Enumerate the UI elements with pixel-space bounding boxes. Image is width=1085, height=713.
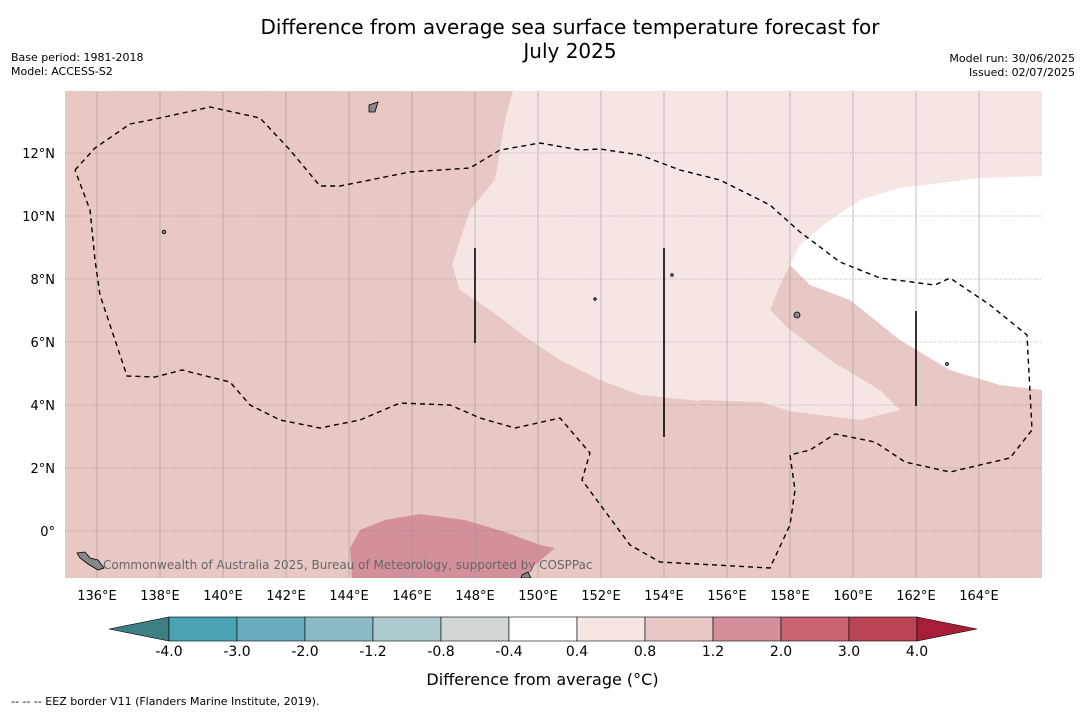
meta-right: Model run: 30/06/2025 Issued: 02/07/2025 [949, 52, 1075, 80]
colorbar-bin [712, 616, 782, 642]
lat-label: 0° [40, 525, 55, 540]
lon-tick-labels: 136°E 138°E 140°E 142°E 144°E 146°E 148°E 150°E… [77, 589, 999, 604]
eez-border-west [74, 106, 1033, 569]
lon-label: 162°E [896, 589, 936, 604]
meta-left: Base period: 1981-2018 Model: ACCESS-S2 [11, 51, 143, 79]
lat-label: 4°N [31, 399, 56, 414]
title-line-1: Difference from average sea surface temp… [260, 15, 880, 39]
colorbar-tick-label: -2.0 [291, 644, 319, 660]
boundary-markers [474, 248, 917, 437]
lat-label: 8°N [31, 273, 56, 288]
colorbar-bin [644, 616, 714, 642]
colorbar-tick-label: -3.0 [223, 644, 251, 660]
colorbar-title: Difference from average (°C) [426, 670, 659, 689]
copyright-text: Commonwealth of Australia 2025, Bureau o… [103, 558, 593, 572]
lon-gridlines [96, 91, 980, 578]
lon-label: 138°E [140, 589, 180, 604]
colorbar-tick-label: -1.2 [359, 644, 387, 660]
colorbar-tick-label: 0.8 [633, 644, 657, 660]
anomaly-region-mid [620, 400, 858, 578]
title-line-2: July 2025 [523, 39, 617, 63]
lon-label: 144°E [329, 589, 369, 604]
lat-label: 10°N [22, 210, 55, 225]
base-period: Base period: 1981-2018 [11, 51, 144, 64]
lon-label: 158°E [770, 589, 810, 604]
model-run: Model run: 30/06/2025 [949, 52, 1075, 65]
model-name: Model: ACCESS-S2 [11, 65, 113, 78]
colorbar-tick-label: 3.0 [837, 644, 861, 660]
lat-label: 6°N [31, 336, 56, 351]
colorbar-tick-label: -0.8 [427, 644, 455, 660]
lon-label: 150°E [518, 589, 558, 604]
colorbar-bin [168, 616, 238, 642]
colorbar-bin [848, 616, 918, 642]
lat-gridlines [65, 152, 1042, 532]
lon-label: 160°E [833, 589, 873, 604]
colorbar-extend-low [108, 616, 170, 642]
lon-label: 142°E [266, 589, 306, 604]
issued-date: Issued: 02/07/2025 [968, 66, 1075, 79]
colorbar-bin [508, 616, 578, 642]
colorbar-tick-label: 1.2 [701, 644, 725, 660]
colorbar-tick-label: -0.4 [495, 644, 523, 660]
anomaly-region-light [452, 91, 1042, 420]
colorbar-tick-label: 4.0 [905, 644, 929, 660]
colorbar-tick-label: 2.0 [769, 644, 793, 660]
lon-label: 152°E [581, 589, 621, 604]
colorbar-bin [780, 616, 850, 642]
lon-label: 154°E [644, 589, 684, 604]
lat-label: 2°N [31, 462, 56, 477]
colorbar-bin [440, 616, 510, 642]
lat-label: 12°N [22, 147, 55, 162]
lat-tick-labels: 12°N 10°N 8°N 6°N 4°N 2°N 0° [22, 147, 55, 540]
colorbar [108, 616, 978, 642]
lon-label: 146°E [392, 589, 432, 604]
map-title: Difference from average sea surface temp… [0, 15, 1085, 63]
lon-label: 164°E [959, 589, 999, 604]
lon-label: 140°E [203, 589, 243, 604]
islands [76, 101, 949, 578]
eez-footnote: -- -- -- EEZ border V11 (Flanders Marine… [11, 695, 320, 708]
colorbar-bin [236, 616, 306, 642]
colorbar-bin [304, 616, 374, 642]
map-area [65, 91, 1042, 578]
colorbar-extend-high [916, 616, 978, 642]
lon-label: 136°E [77, 589, 117, 604]
lon-label: 148°E [455, 589, 495, 604]
colorbar-tick-label: -4.0 [155, 644, 183, 660]
anomaly-region-warm [350, 514, 555, 578]
colorbar-tick-label: 0.4 [565, 644, 589, 660]
colorbar-bin [372, 616, 442, 642]
lon-label: 156°E [707, 589, 747, 604]
colorbar-bin [576, 616, 646, 642]
